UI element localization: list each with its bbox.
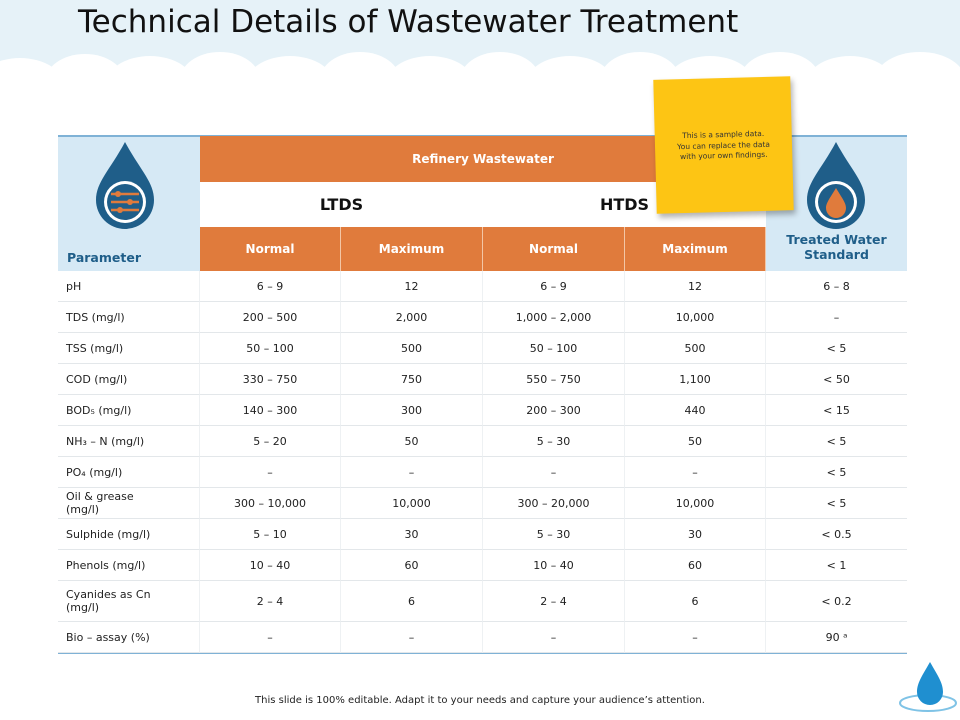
table-cell: < 5 [766,457,907,488]
table-cell: < 5 [766,333,907,364]
slide-title: Technical Details of Wastewater Treatmen… [78,4,739,40]
table-cell: 5 – 30 [483,426,625,457]
row-label: PO₄ (mg/l) [58,457,200,488]
table-cell: 12 [625,271,766,302]
table-cell: 12 [341,271,483,302]
sticky-note: This is a sample data. You can replace t… [653,76,794,214]
table-cell: – [200,457,341,488]
column-header: Maximum [341,227,483,271]
table-cell: 10,000 [625,488,766,519]
row-label: pH [58,271,200,302]
table-cell: 60 [625,550,766,581]
column-header: Normal [483,227,625,271]
table-cell: 30 [625,519,766,550]
drop-icon-left [96,142,154,229]
table-cell: < 0.2 [766,581,907,622]
table-cell: 10,000 [625,302,766,333]
table-cell: 1,000 – 2,000 [483,302,625,333]
table-cell: 10 – 40 [483,550,625,581]
row-label: Bio – assay (%) [58,622,200,653]
table-cell: 500 [625,333,766,364]
table-cell: 6 – 8 [766,271,907,302]
table-cell: 750 [341,364,483,395]
table-cell: – [483,457,625,488]
table-cell: 2 – 4 [200,581,341,622]
table-cell: 50 – 100 [483,333,625,364]
table-cell: 200 – 300 [483,395,625,426]
table-cell: 1,100 [625,364,766,395]
table-cell: – [341,622,483,653]
subgroup-header: HTDS [599,195,650,214]
table-cell: 50 [341,426,483,457]
drop-icon-right [807,142,865,229]
table-cell: 6 [625,581,766,622]
clouds [0,52,960,135]
table-cell: – [483,622,625,653]
table-cell: 50 – 100 [200,333,341,364]
row-label: BOD₅ (mg/l) [58,395,200,426]
row-label: TSS (mg/l) [58,333,200,364]
table-cell: 550 – 750 [483,364,625,395]
table-cell: – [200,622,341,653]
table-cell: 300 – 20,000 [483,488,625,519]
table-cell: 5 – 10 [200,519,341,550]
row-label: COD (mg/l) [58,364,200,395]
table-cell: 6 – 9 [200,271,341,302]
row-label: Oil & grease (mg/l) [58,488,200,519]
row-label: TDS (mg/l) [58,302,200,333]
column-header: Maximum [625,227,766,271]
corner-drop [899,662,957,712]
table-cell: < 5 [766,488,907,519]
table-cell: 140 – 300 [200,395,341,426]
table-cell: 5 – 30 [483,519,625,550]
standard-header: Treated Water Standard [786,232,887,262]
row-label: Sulphide (mg/l) [58,519,200,550]
table-cell: 60 [341,550,483,581]
table-cell: 200 – 500 [200,302,341,333]
table-cell: 300 – 10,000 [200,488,341,519]
table-cell: – [341,457,483,488]
table-cell: < 50 [766,364,907,395]
table-cell: 300 [341,395,483,426]
table-cell: 10 – 40 [200,550,341,581]
table-cell: < 15 [766,395,907,426]
table-cell: 10,000 [341,488,483,519]
row-label: Cyanides as Cn (mg/l) [58,581,200,622]
table-cell: 6 – 9 [483,271,625,302]
subgroup-header: LTDS [319,195,364,214]
row-label: NH₃ – N (mg/l) [58,426,200,457]
table-cell: – [625,622,766,653]
table-cell: 30 [341,519,483,550]
table-cell: – [766,302,907,333]
table-cell: 6 [341,581,483,622]
column-header: Normal [200,227,341,271]
table-cell: 2,000 [341,302,483,333]
table-cell: 330 – 750 [200,364,341,395]
table-cell: < 1 [766,550,907,581]
table-cell: 500 [341,333,483,364]
table-cell: 2 – 4 [483,581,625,622]
row-label: Phenols (mg/l) [58,550,200,581]
table-cell: – [625,457,766,488]
table-cell: 90 ᵃ [766,622,907,653]
table-cell: < 5 [766,426,907,457]
table-cell: < 0.5 [766,519,907,550]
table-cell: 440 [625,395,766,426]
table-cell: 50 [625,426,766,457]
footer: This slide is 100% editable. Adapt it to… [255,695,705,706]
parameter-header: Parameter [67,250,141,265]
table-cell: 5 – 20 [200,426,341,457]
sticky-note-text: This is a sample data. You can replace t… [676,128,771,162]
